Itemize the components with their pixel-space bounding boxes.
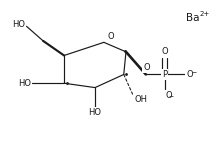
Text: O: O (143, 63, 150, 72)
Text: O: O (186, 70, 193, 79)
Text: −: − (192, 69, 197, 74)
Text: HO: HO (89, 108, 101, 117)
Text: Ba: Ba (186, 13, 199, 22)
Text: 2+: 2+ (199, 11, 210, 17)
Text: HO: HO (12, 20, 25, 29)
Text: HO: HO (18, 79, 31, 88)
Text: P: P (162, 70, 167, 79)
Text: O: O (165, 91, 172, 100)
Text: −: − (169, 94, 174, 99)
Text: OH: OH (135, 95, 148, 104)
Text: O: O (107, 32, 114, 41)
Text: O: O (161, 47, 168, 56)
